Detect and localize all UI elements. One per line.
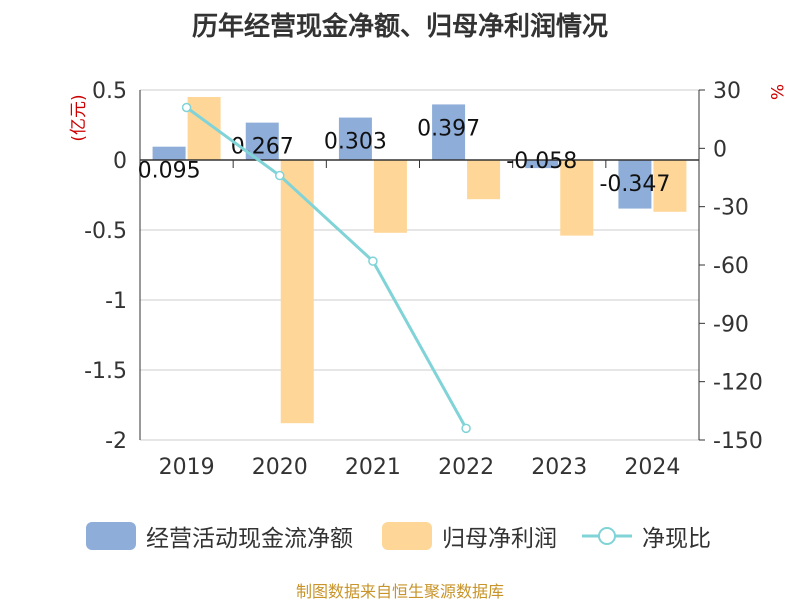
bar-net-profit — [560, 160, 594, 236]
x-tick-label: 2023 — [531, 455, 587, 480]
bar-operating-cash-flow — [618, 160, 652, 209]
legend-item-net-profit[interactable]: 归母净利润 — [382, 516, 557, 556]
bar-operating-cash-flow — [525, 160, 559, 169]
source-note: 制图数据来自恒生聚源数据库 — [295, 582, 504, 601]
data-label-operating-cash-flow: -0.058 — [506, 149, 577, 174]
legend: 经营活动现金流净额 归母净利润 净现比 — [0, 516, 800, 556]
y-left-axis-label: (亿元) — [69, 94, 89, 141]
legend-swatch-operating-cash-flow — [86, 522, 136, 550]
y-right-tick-label: -90 — [713, 312, 749, 337]
y-right-axis-label: % — [766, 84, 786, 100]
y-left-tick-label: -1.5 — [84, 359, 127, 384]
legend-label-net-profit: 归母净利润 — [442, 526, 557, 552]
y-right-tick-label: 0 — [713, 137, 727, 162]
y-left-tick-label: 0.5 — [92, 79, 127, 104]
y-right-tick-label: 30 — [713, 79, 741, 104]
bar-operating-cash-flow — [338, 117, 372, 160]
y-right-tick-label: -60 — [713, 254, 749, 279]
point-cash-ratio — [275, 170, 285, 181]
data-label-operating-cash-flow: -0.347 — [599, 172, 670, 197]
bar-net-profit — [653, 160, 687, 212]
legend-label-cash-ratio: 净现比 — [642, 526, 711, 552]
y-left-tick-label: 0 — [113, 149, 127, 174]
bar-operating-cash-flow — [152, 146, 186, 160]
y-right-tick-label: -120 — [713, 371, 763, 396]
legend-line-icon — [582, 527, 632, 545]
x-tick-label: 2022 — [438, 455, 494, 480]
point-cash-ratio — [181, 102, 192, 113]
bar-net-profit — [280, 160, 314, 424]
y-left-tick-label: -0.5 — [84, 219, 127, 244]
point-cash-ratio — [461, 423, 471, 434]
x-tick-label: 2021 — [345, 455, 401, 480]
x-tick-label: 2024 — [624, 455, 680, 480]
y-right-tick-label: -150 — [713, 429, 763, 454]
y-left-tick-label: -2 — [105, 429, 127, 454]
x-tick-label: 2020 — [252, 455, 308, 480]
x-tick-label: 2019 — [159, 455, 215, 480]
line-cash-ratio — [185, 106, 468, 430]
legend-swatch-net-profit — [382, 522, 432, 550]
data-label-operating-cash-flow: 0.397 — [417, 116, 480, 141]
bar-operating-cash-flow — [432, 104, 466, 160]
legend-item-cash-ratio[interactable]: 净现比 — [582, 516, 711, 556]
point-cash-ratio — [368, 256, 378, 266]
legend-item-operating-cash-flow[interactable]: 经营活动现金流净额 — [86, 516, 353, 556]
y-left-tick-label: -1 — [105, 289, 127, 314]
data-label-operating-cash-flow: 0.303 — [324, 130, 387, 155]
y-right-tick-label: -30 — [713, 196, 749, 221]
bar-net-profit — [373, 160, 407, 233]
data-label-operating-cash-flow: 0.095 — [138, 159, 201, 184]
bar-net-profit — [467, 160, 501, 200]
legend-label-operating-cash-flow: 经营活动现金流净额 — [146, 526, 353, 552]
chart-title: 历年经营现金净额、归母净利润情况 — [191, 12, 608, 42]
